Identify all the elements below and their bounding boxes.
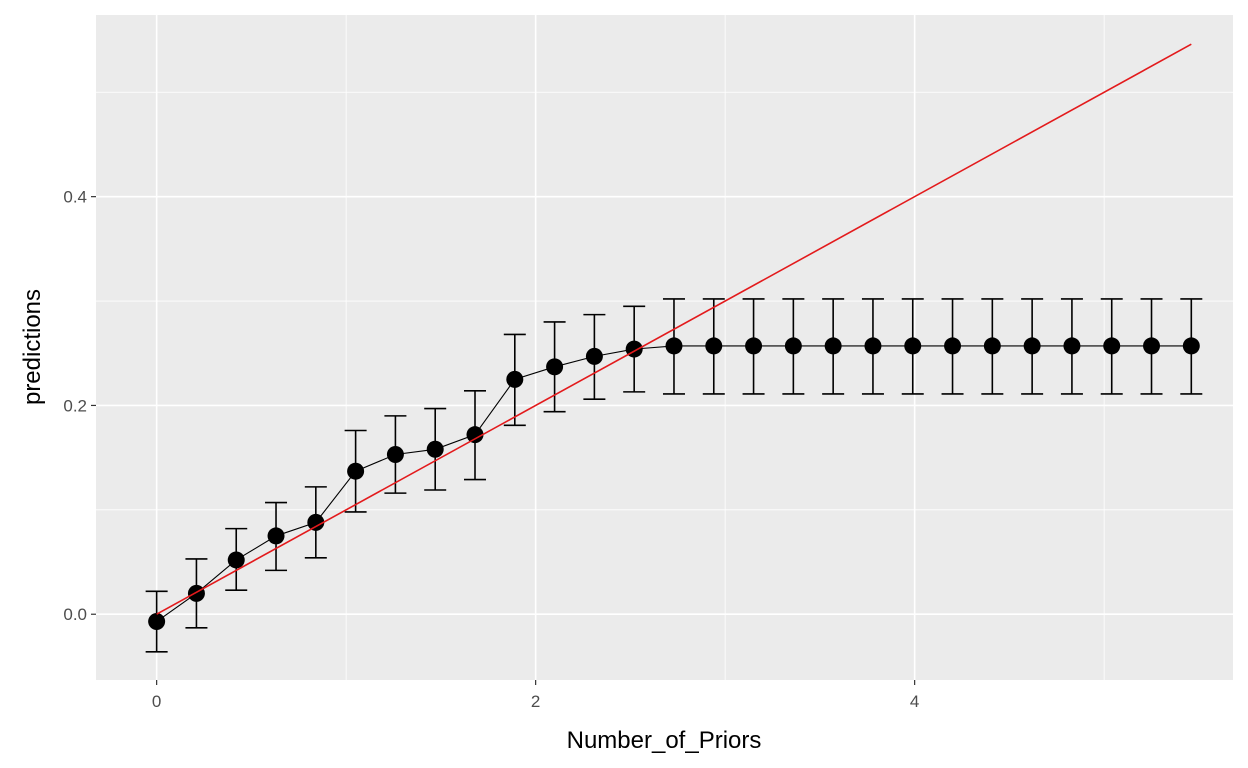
- data-point: [745, 337, 763, 355]
- data-point: [944, 337, 962, 355]
- data-point: [824, 337, 842, 355]
- data-point: [187, 584, 205, 602]
- data-point: [1063, 337, 1081, 355]
- data-point: [466, 426, 484, 444]
- data-point: [347, 462, 365, 480]
- y-tick-label: 0.4: [63, 188, 87, 207]
- data-point: [784, 337, 802, 355]
- x-axis-title: Number_of_Priors: [567, 727, 762, 754]
- data-point: [705, 337, 723, 355]
- y-tick-label: 0.0: [63, 605, 87, 624]
- data-point: [1182, 337, 1200, 355]
- data-point: [904, 337, 922, 355]
- data-point: [585, 347, 603, 365]
- data-point: [665, 337, 683, 355]
- tick-layer: 0 2 4 0.0 0.2 0.4: [63, 188, 919, 711]
- data-point: [506, 370, 524, 388]
- y-axis-title: predictions: [19, 289, 46, 405]
- series-layer: [145, 43, 1203, 653]
- data-point: [386, 446, 404, 464]
- data-point: [426, 440, 444, 458]
- data-point: [1143, 337, 1161, 355]
- fitted-line: [156, 43, 1192, 615]
- data-point: [148, 613, 166, 631]
- data-point: [227, 551, 245, 569]
- data-point: [1103, 337, 1121, 355]
- data-point: [1023, 337, 1041, 355]
- data-point: [864, 337, 882, 355]
- major-gridlines: [96, 15, 1233, 680]
- data-point: [546, 358, 564, 376]
- data-point: [267, 527, 285, 545]
- x-tick-label: 4: [910, 692, 919, 711]
- x-tick-label: 0: [152, 692, 161, 711]
- y-tick-label: 0.2: [63, 396, 87, 415]
- x-tick-label: 2: [531, 692, 540, 711]
- data-point: [307, 513, 325, 531]
- data-point: [983, 337, 1001, 355]
